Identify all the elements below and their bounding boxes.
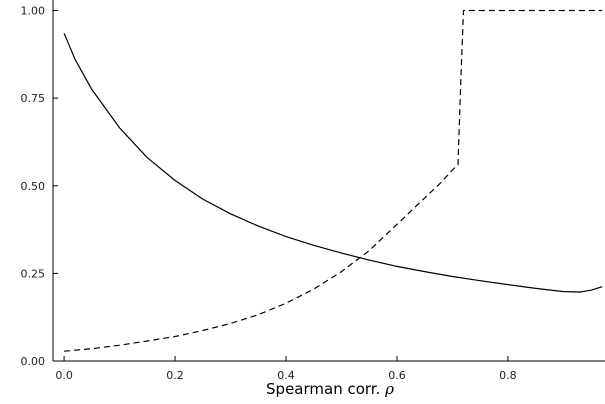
series-line-dashed	[64, 9, 603, 352]
y-tick-label: 1.00	[21, 5, 46, 18]
y-tick-label: 0.50	[21, 180, 46, 193]
x-axis-title: Spearman corr. ρ	[266, 380, 394, 398]
y-tick-label: 0.75	[21, 92, 46, 105]
x-tick-label: 0.4	[277, 369, 295, 382]
x-axis-title-symbol: ρ	[384, 380, 394, 398]
x-axis-title-text: Spearman corr.	[266, 380, 385, 398]
x-ticks: 0.0 0.2 0.4 0.6 0.8	[55, 356, 517, 382]
x-tick-label: 0.0	[55, 369, 73, 382]
y-tick-label: 0.25	[21, 267, 46, 280]
y-ticks: 0.00 0.25 0.50 0.75 1.00	[21, 5, 58, 368]
axes	[52, 0, 605, 362]
y-tick-label: 0.00	[21, 355, 46, 368]
x-tick-label: 0.6	[388, 369, 406, 382]
x-tick-label: 0.8	[499, 369, 517, 382]
series-line-solid	[63, 33, 603, 293]
x-tick-label: 0.2	[166, 369, 184, 382]
series-layer	[63, 9, 603, 352]
